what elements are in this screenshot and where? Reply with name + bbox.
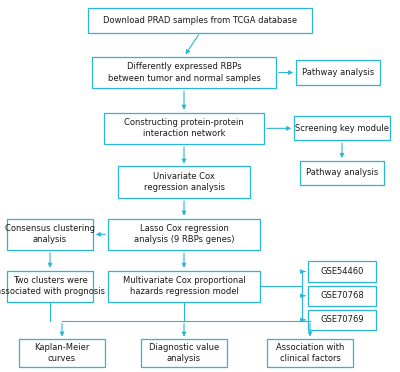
FancyBboxPatch shape	[19, 339, 105, 368]
FancyBboxPatch shape	[308, 261, 376, 282]
FancyBboxPatch shape	[294, 116, 390, 140]
FancyBboxPatch shape	[296, 60, 380, 84]
Text: Differently expressed RBPs
between tumor and normal samples: Differently expressed RBPs between tumor…	[108, 62, 260, 83]
Text: Univariate Cox
regression analysis: Univariate Cox regression analysis	[144, 172, 224, 192]
Text: Lasso Cox regression
analysis (9 RBPs genes): Lasso Cox regression analysis (9 RBPs ge…	[134, 224, 234, 244]
FancyBboxPatch shape	[267, 339, 353, 368]
Text: Download PRAD samples from TCGA database: Download PRAD samples from TCGA database	[103, 16, 297, 25]
FancyBboxPatch shape	[108, 218, 260, 250]
Text: Consensus clustering
analysis: Consensus clustering analysis	[5, 224, 95, 244]
FancyBboxPatch shape	[88, 8, 312, 32]
Text: Constructing protein-protein
interaction network: Constructing protein-protein interaction…	[124, 118, 244, 138]
Text: Pathway analysis: Pathway analysis	[302, 68, 374, 77]
FancyBboxPatch shape	[7, 218, 93, 250]
FancyBboxPatch shape	[308, 310, 376, 330]
Text: Pathway analysis: Pathway analysis	[306, 169, 378, 177]
Text: Kaplan-Meier
curves: Kaplan-Meier curves	[34, 343, 90, 363]
Text: Two clusters were
associated with prognosis: Two clusters were associated with progno…	[0, 276, 104, 296]
FancyBboxPatch shape	[141, 339, 227, 368]
Text: Multivariate Cox proportional
hazards regression model: Multivariate Cox proportional hazards re…	[123, 276, 245, 296]
FancyBboxPatch shape	[92, 57, 276, 88]
FancyBboxPatch shape	[308, 286, 376, 306]
FancyBboxPatch shape	[300, 161, 384, 185]
Text: Diagnostic value
analysis: Diagnostic value analysis	[149, 343, 219, 363]
FancyBboxPatch shape	[108, 271, 260, 302]
Text: GSE54460: GSE54460	[320, 267, 364, 276]
FancyBboxPatch shape	[7, 271, 93, 302]
Text: GSE70769: GSE70769	[320, 315, 364, 324]
Text: GSE70768: GSE70768	[320, 291, 364, 300]
Text: Screening key module: Screening key module	[295, 124, 389, 133]
Text: Association with
clinical factors: Association with clinical factors	[276, 343, 344, 363]
FancyBboxPatch shape	[118, 166, 250, 198]
FancyBboxPatch shape	[104, 112, 264, 144]
